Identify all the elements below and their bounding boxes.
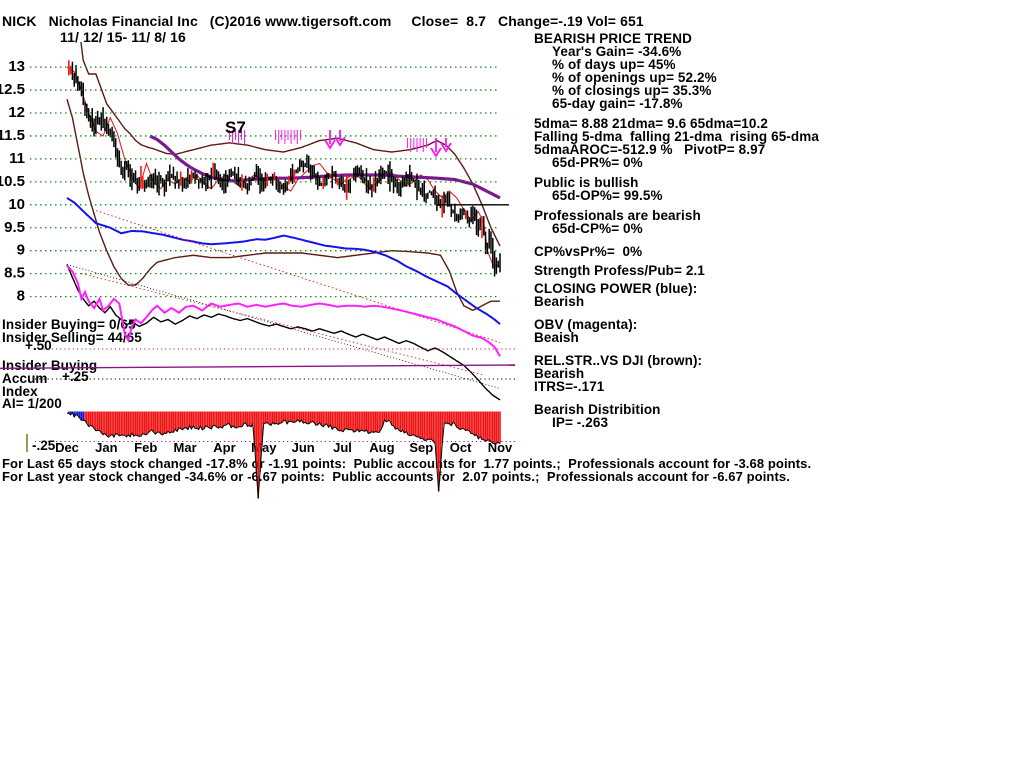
svg-text:Sep: Sep: [409, 440, 433, 455]
svg-text:8.5: 8.5: [4, 265, 25, 282]
svg-text:11: 11: [9, 150, 25, 167]
svg-text:13: 13: [8, 58, 25, 75]
svg-text:Jan: Jan: [95, 440, 117, 455]
svg-text:Jun: Jun: [292, 440, 315, 455]
svg-text:Mar: Mar: [174, 440, 197, 455]
svg-text:Dec: Dec: [55, 440, 79, 455]
svg-text:12: 12: [8, 104, 25, 121]
svg-text:8: 8: [17, 288, 25, 305]
svg-text:Apr: Apr: [213, 440, 235, 455]
svg-text:+.50: +.50: [25, 338, 52, 353]
svg-text:12.5: 12.5: [0, 81, 25, 98]
svg-text:Aug: Aug: [369, 440, 394, 455]
svg-text:-.25: -.25: [32, 438, 56, 453]
svg-text:10: 10: [8, 196, 25, 213]
svg-text:+.25: +.25: [62, 369, 89, 384]
svg-text:Jul: Jul: [333, 440, 352, 455]
svg-text:Feb: Feb: [134, 440, 157, 455]
svg-text:9.5: 9.5: [4, 219, 25, 236]
svg-text:S7: S7: [225, 118, 246, 137]
svg-text:10.5: 10.5: [0, 173, 25, 190]
svg-text:Oct: Oct: [450, 440, 472, 455]
svg-text:11.5: 11.5: [0, 127, 25, 144]
svg-text:9: 9: [17, 242, 25, 259]
